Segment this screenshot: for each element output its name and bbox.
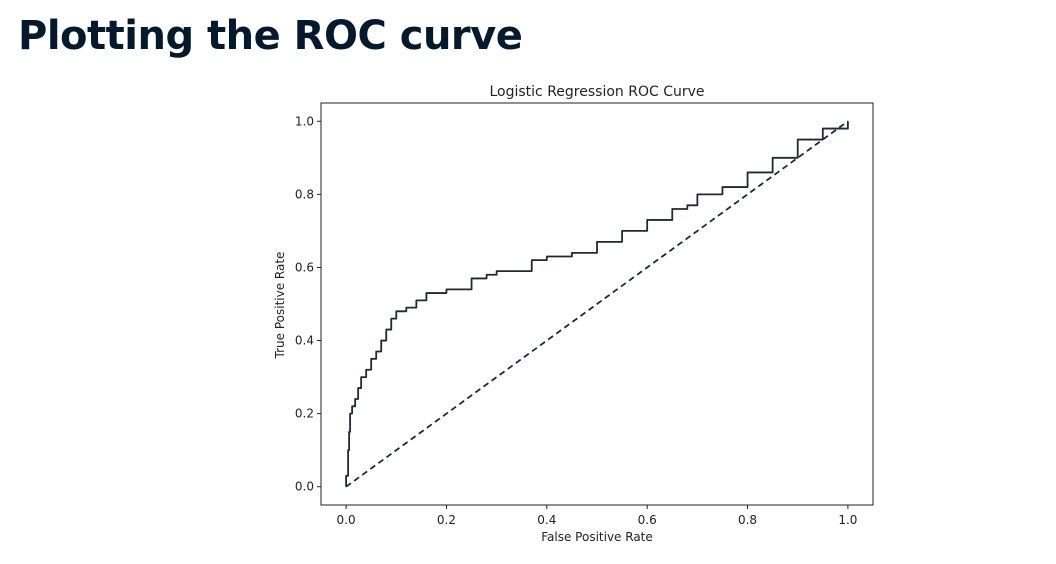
x-tick-label: 0.2 (437, 513, 456, 527)
y-tick-label: 0.6 (295, 260, 314, 274)
plot-frame (320, 102, 874, 506)
x-axis: 0.0 0.2 0.4 0.6 0.8 1.0 (337, 505, 857, 527)
chance-diagonal-line (345, 120, 849, 488)
y-axis: 0.0 0.2 0.4 0.6 0.8 1.0 (295, 114, 321, 494)
x-tick-label: 0.4 (537, 513, 556, 527)
y-tick-label: 0.4 (295, 334, 314, 348)
plot-area (320, 102, 874, 506)
series-layer (345, 120, 849, 488)
y-tick-label: 0.0 (295, 480, 314, 494)
y-tick-label: 0.8 (295, 187, 314, 201)
roc-curve-line (345, 121, 849, 487)
slide-title: Plotting the ROC curve (18, 13, 523, 59)
y-tick-label: 1.0 (295, 114, 314, 128)
x-tick-label: 0.6 (638, 513, 657, 527)
y-axis-label: True Positive Rate (273, 252, 287, 360)
chart-title: Logistic Regression ROC Curve (489, 84, 704, 100)
x-axis-label: False Positive Rate (541, 530, 653, 544)
y-tick-label: 0.2 (295, 407, 314, 421)
x-tick-label: 0.8 (738, 513, 757, 527)
x-tick-label: 1.0 (838, 513, 857, 527)
x-tick-label: 0.0 (337, 513, 356, 527)
